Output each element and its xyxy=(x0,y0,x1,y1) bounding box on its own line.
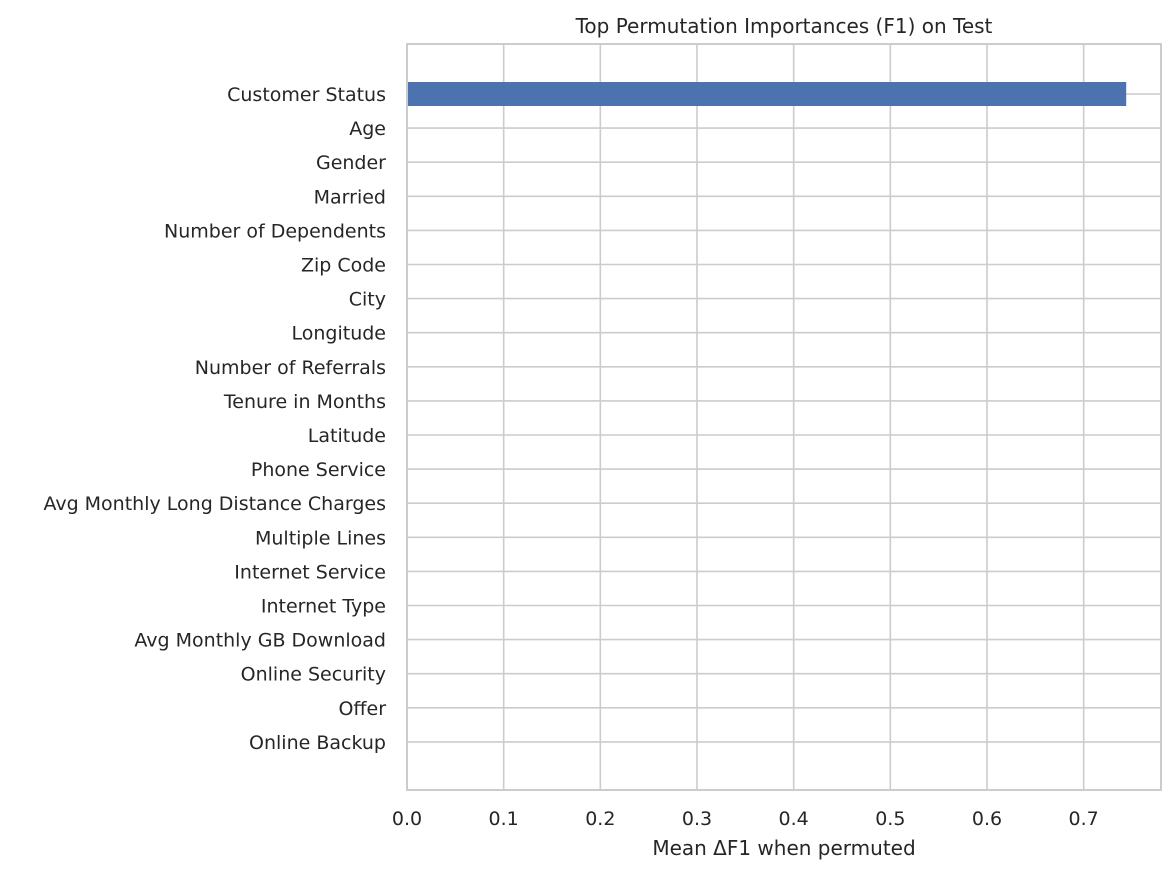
x-axis-label: Mean ΔF1 when permuted xyxy=(652,836,915,860)
plot-frame xyxy=(406,43,1162,791)
y-category-label: Online Security xyxy=(241,664,386,686)
x-tick-label: 0.6 xyxy=(972,808,1002,830)
y-category-label: Number of Dependents xyxy=(164,220,386,242)
y-category-label: Offer xyxy=(338,698,386,720)
y-category-label: Tenure in Months xyxy=(223,391,386,413)
bar xyxy=(407,82,1127,106)
x-tick-label: 0.7 xyxy=(1069,808,1099,830)
y-category-label: Zip Code xyxy=(301,255,386,277)
chart-title: Top Permutation Importances (F1) on Test xyxy=(575,14,993,38)
y-category-label: Avg Monthly GB Download xyxy=(134,630,386,652)
x-tick-label: 0.5 xyxy=(875,808,905,830)
y-category-label: Latitude xyxy=(308,425,386,447)
bars xyxy=(407,82,1127,106)
x-tick-label: 0.3 xyxy=(682,808,712,830)
y-category-label: Gender xyxy=(316,152,386,174)
y-category-label: Longitude xyxy=(292,323,387,345)
y-category-label: City xyxy=(349,289,386,311)
y-category-label: Phone Service xyxy=(251,459,386,481)
y-axis-labels: Customer Status Age Gender Married Number of… xyxy=(43,84,386,754)
x-tick-label: 0.1 xyxy=(489,808,519,830)
x-axis-ticks: 0.0 0.1 0.2 0.3 0.4 0.5 0.6 0.7 xyxy=(392,808,1099,830)
y-category-label: Age xyxy=(349,118,386,140)
y-category-label: Online Backup xyxy=(249,732,386,754)
y-category-label: Avg Monthly Long Distance Charges xyxy=(43,493,386,515)
y-category-label: Married xyxy=(314,186,386,208)
y-category-label: Internet Type xyxy=(261,596,386,618)
y-category-label: Internet Service xyxy=(234,561,386,583)
x-tick-label: 0.4 xyxy=(779,808,809,830)
x-tick-label: 0.2 xyxy=(585,808,615,830)
y-category-label: Customer Status xyxy=(227,84,386,106)
grid-lines xyxy=(406,44,1161,790)
y-category-label: Multiple Lines xyxy=(255,527,386,549)
x-tick-label: 0.0 xyxy=(392,808,422,830)
y-category-label: Number of Referrals xyxy=(195,357,386,379)
